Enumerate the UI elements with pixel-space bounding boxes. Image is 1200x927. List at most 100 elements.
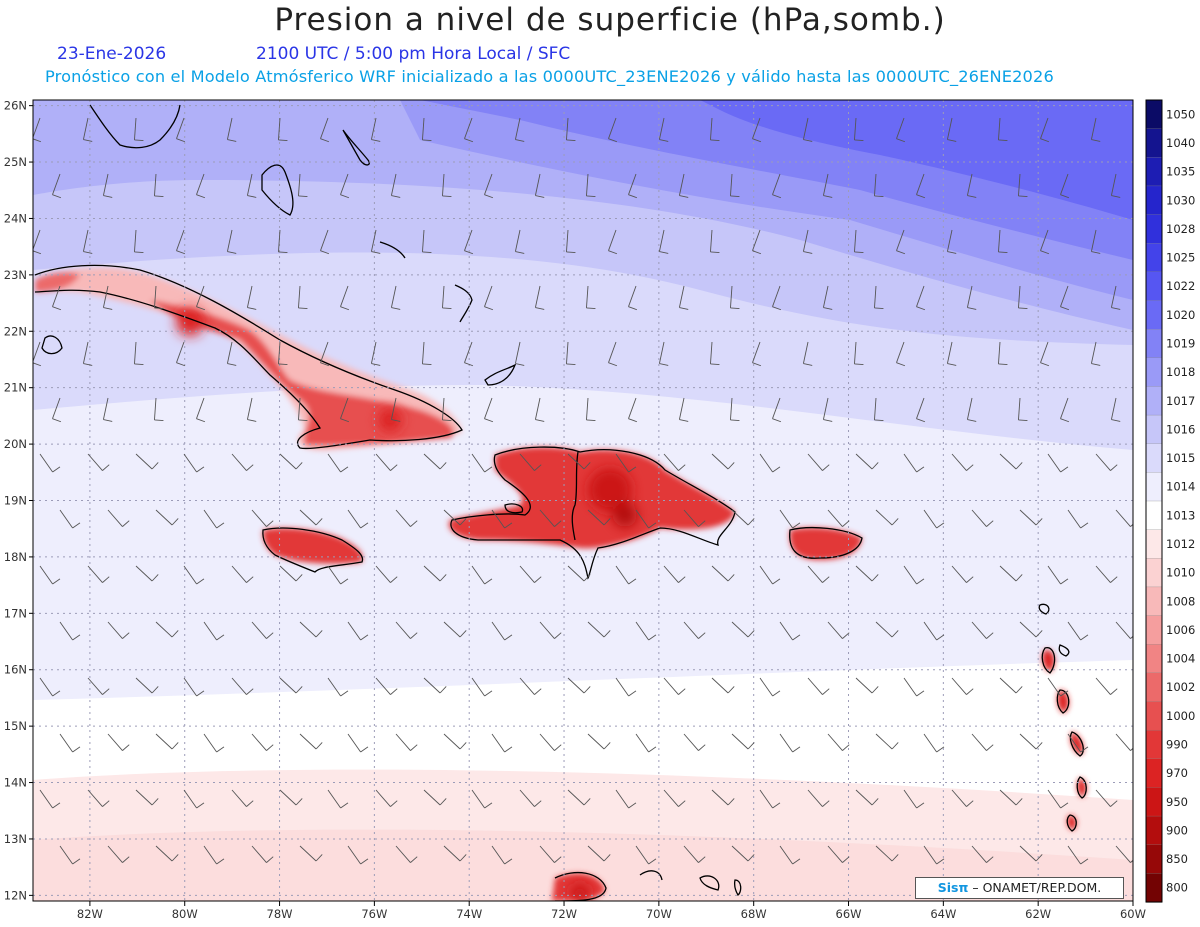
wind-barb (340, 285, 350, 311)
coastlines (34, 104, 1087, 901)
wind-barb (231, 565, 254, 583)
wind-barb (916, 285, 926, 311)
wind-barb (390, 397, 401, 422)
wind-barb (514, 341, 525, 366)
wind-barb (971, 733, 994, 751)
wind-barb (678, 285, 689, 310)
wind-barb (491, 509, 513, 529)
colorbar-label: 1030 (1166, 193, 1195, 207)
wind-barb (39, 789, 61, 809)
wind-barb (1047, 677, 1069, 697)
lat-label: 14N (4, 776, 27, 790)
colorbar-swatch (1145, 644, 1163, 674)
wind-barb (1115, 733, 1133, 751)
wind-barb (107, 845, 130, 863)
wind-barb (87, 453, 110, 471)
lat-label: 24N (4, 211, 27, 225)
wind-barb (514, 229, 525, 254)
colorbar-swatch (1145, 472, 1163, 502)
colorbar-label: 1002 (1166, 680, 1195, 694)
colorbar-swatch (1145, 243, 1163, 273)
wind-barb (422, 229, 432, 254)
wind-barb (683, 733, 706, 751)
wind-barb (59, 733, 81, 753)
wind-barb (519, 453, 542, 471)
colorbar-swatch (1145, 815, 1163, 846)
wind-barb (87, 677, 110, 695)
wind-barb (710, 229, 720, 254)
wind-barb (587, 845, 611, 862)
wind-barb (82, 341, 93, 366)
wind-barb (752, 117, 762, 143)
wind-barb (519, 677, 542, 695)
wind-barb (822, 173, 833, 198)
wind-barb (1040, 341, 1050, 367)
wind-barb (102, 173, 113, 198)
wind-barb (923, 845, 945, 865)
wind-barb (1095, 565, 1118, 583)
wind-barb (608, 117, 618, 143)
wind-barb (854, 229, 864, 254)
wind-barb (370, 229, 381, 254)
lat-label: 13N (4, 832, 27, 846)
wind-barb (711, 677, 735, 694)
wind-barb (183, 453, 205, 473)
wind-barb (464, 117, 474, 143)
wind-barb (566, 117, 576, 142)
lon-label: 62W (1025, 907, 1051, 921)
wind-barb (327, 789, 349, 809)
wind-barb (320, 229, 330, 255)
wind-barb (39, 565, 61, 585)
wind-barb (658, 229, 669, 254)
lon-label: 82W (77, 907, 103, 921)
lon-label: 60W (1120, 907, 1146, 921)
wind-barb (731, 845, 755, 862)
wind-barb (683, 509, 706, 527)
wind-barb (874, 173, 884, 198)
colorbar-swatch (1145, 701, 1163, 731)
wind-barb (779, 509, 801, 529)
wind-barb (299, 733, 323, 750)
colorbar-label: 1004 (1166, 652, 1195, 666)
lat-label: 15N (4, 719, 27, 733)
wind-barb (946, 341, 957, 366)
wind-barb (1090, 117, 1101, 142)
wind-barb (534, 397, 545, 422)
wind-barb (1060, 285, 1070, 311)
wind-barb (1067, 733, 1089, 753)
wind-barb (442, 285, 452, 310)
wind-barb (772, 397, 782, 423)
wind-barb (752, 341, 762, 367)
wind-barb (370, 117, 381, 142)
wind-barb (759, 565, 781, 585)
wind-barb (423, 565, 447, 582)
wind-barb (896, 229, 906, 255)
wind-barb (442, 397, 452, 422)
wind-barb (759, 789, 781, 809)
lat-label: 21N (4, 381, 27, 395)
wind-barb (514, 117, 525, 142)
wind-barb (628, 285, 638, 311)
wind-barb (875, 621, 899, 638)
wind-barb (107, 733, 130, 751)
colorbar-swatch (1145, 787, 1163, 817)
wind-barb (587, 621, 611, 638)
wind-barb (951, 453, 974, 471)
wind-barb (951, 677, 974, 695)
wind-barb (635, 509, 657, 529)
wind-barb (491, 733, 513, 753)
wind-barb (82, 229, 93, 254)
wind-barb (1067, 845, 1089, 865)
wind-barb (442, 173, 452, 198)
wind-barb (251, 733, 274, 751)
wind-barb (1060, 173, 1070, 199)
wind-barb (567, 789, 591, 806)
wind-barb (279, 565, 303, 582)
colorbar-swatch (1145, 615, 1163, 645)
wind-barb (464, 341, 474, 367)
wind-barb (471, 565, 493, 585)
wind-barb (683, 845, 706, 863)
wind-barb (154, 397, 164, 422)
wind-barb (471, 677, 493, 697)
wind-barb (779, 621, 801, 641)
